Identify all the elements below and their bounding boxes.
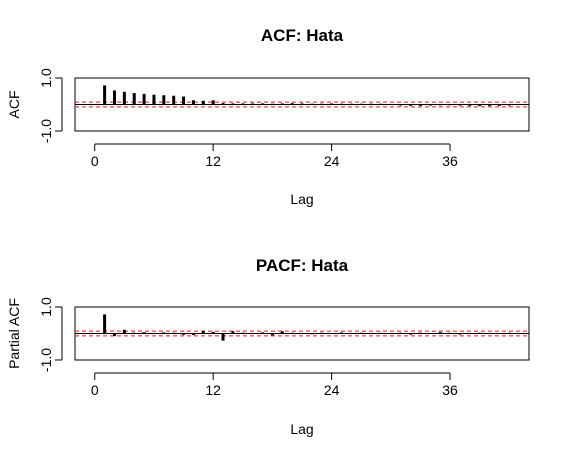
- pacf-y-tick-label-1: 1.0: [38, 297, 54, 317]
- pacf-x-tick-label-36: 36: [442, 382, 458, 398]
- acf-x-tick-label-24: 24: [324, 153, 340, 169]
- acf-panel: ACF: Hata 0 12 24 36 -1.0 1.0 Lag ACF: [6, 26, 530, 207]
- acf-y-tick-label-1: 1.0: [38, 68, 54, 88]
- acf-y-axis-label: ACF: [6, 91, 22, 119]
- acf-x-tick-label-36: 36: [442, 153, 458, 169]
- pacf-y-tick-label-0: -1.0: [38, 348, 54, 372]
- pacf-y-axis-label: Partial ACF: [6, 298, 22, 369]
- acf-title: ACF: Hata: [261, 26, 344, 45]
- pacf-x-tick-label-12: 12: [205, 382, 221, 398]
- pacf-title: PACF: Hata: [256, 256, 349, 275]
- acf-x-tick-label-12: 12: [205, 153, 221, 169]
- acf-x-axis-label: Lag: [290, 191, 313, 207]
- acf-y-tick-label-0: -1.0: [38, 119, 54, 143]
- pacf-x-tick-label-0: 0: [91, 382, 99, 398]
- pacf-x-tick-label-24: 24: [324, 382, 340, 398]
- acf-x-tick-label-0: 0: [91, 153, 99, 169]
- pacf-x-axis-label: Lag: [290, 421, 313, 437]
- pacf-panel: PACF: Hata 0 12 24 36 -1.0 1.0 Lag Partial ACF: [6, 256, 530, 437]
